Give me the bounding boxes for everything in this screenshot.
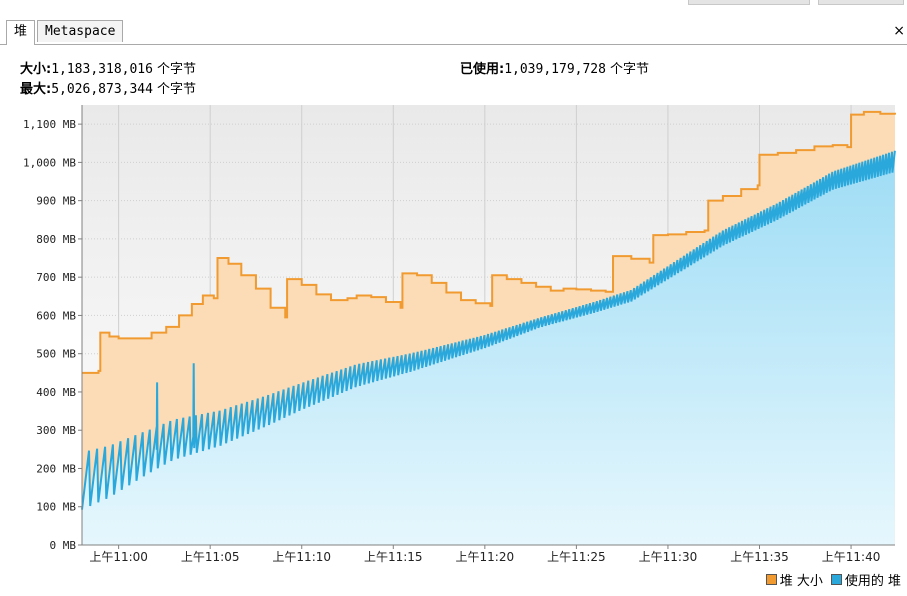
legend-swatch-used-heap (830, 574, 842, 585)
close-icon[interactable]: × (893, 23, 905, 39)
y-tick-label: 200 MB (36, 462, 76, 475)
heap-max-stat: 最大:5,026,873,344 个字节 (20, 78, 196, 97)
y-tick-label: 400 MB (36, 386, 76, 399)
chart-legend: 堆 大小 使用的 堆 (758, 570, 901, 589)
legend-item-used-heap: 使用的 堆 (830, 570, 901, 589)
y-tick-label: 100 MB (36, 501, 76, 514)
x-tick-label: 上午11:30 (639, 550, 698, 564)
used-heap-line (81, 150, 896, 510)
toolbar-button-stub-2[interactable] (818, 0, 904, 5)
toolbar-button-stub-1[interactable] (688, 0, 810, 5)
heap-used-label: 已使用: (460, 62, 505, 77)
y-tick-label: 800 MB (36, 233, 76, 246)
legend-label-heap-size: 堆 大小 (779, 574, 823, 589)
x-tick-label: 上午11:35 (730, 550, 789, 564)
heap-size-stat: 大小:1,183,318,016 个字节 (20, 58, 196, 77)
y-tick-label: 1,100 MB (23, 118, 76, 131)
heap-max-value: 5,026,873,344 (51, 82, 153, 97)
heap-size-value: 1,183,318,016 (51, 62, 153, 77)
heap-chart: 0 MB 100 MB 200 MB 300 MB 400 MB 500 MB 600 MB… (23, 105, 896, 564)
x-tick-label: 上午11:05 (181, 550, 240, 564)
x-tick-label: 上午11:15 (364, 550, 423, 564)
y-tick-label: 500 MB (36, 348, 76, 361)
heap-used-stat: 已使用:1,039,179,728 个字节 (460, 58, 649, 77)
x-tick-label: 上午11:00 (89, 550, 148, 564)
legend-swatch-heap-size (765, 574, 777, 585)
y-tick-label: 1,000 MB (23, 156, 76, 169)
x-tick-label: 上午11:10 (272, 550, 331, 564)
y-tick-label: 900 MB (36, 195, 76, 208)
y-tick-label: 600 MB (36, 309, 76, 322)
used-heap-area (82, 150, 895, 546)
x-tick-label: 上午11:40 (822, 550, 881, 564)
x-tick-label: 上午11:25 (547, 550, 606, 564)
legend-label-used-heap: 使用的 堆 (844, 574, 901, 589)
y-tick-label: 300 MB (36, 424, 76, 437)
heap-size-label: 大小: (20, 62, 52, 77)
heap-used-unit: 个字节 (609, 62, 649, 77)
y-axis-labels: 0 MB 100 MB 200 MB 300 MB 400 MB 500 MB 600 MB… (23, 118, 82, 552)
tab-heap[interactable]: 堆 (6, 20, 36, 45)
heap-max-unit: 个字节 (156, 82, 196, 97)
legend-item-heap-size: 堆 大小 (765, 570, 823, 589)
heap-size-unit: 个字节 (156, 62, 196, 77)
tab-metaspace[interactable]: Metaspace (37, 20, 124, 42)
y-tick-label: 700 MB (36, 271, 76, 284)
x-tick-label: 上午11:20 (456, 550, 515, 564)
x-axis-labels: 上午11:00 上午11:05 上午11:10 上午11:15 上午11:20 上午11:… (89, 545, 880, 564)
heap-max-label: 最大: (20, 82, 52, 97)
tab-bar: 堆 Metaspace × (0, 18, 907, 45)
heap-used-value: 1,039,179,728 (504, 62, 606, 77)
y-tick-label: 0 MB (50, 539, 77, 552)
heap-size-line (82, 110, 896, 374)
